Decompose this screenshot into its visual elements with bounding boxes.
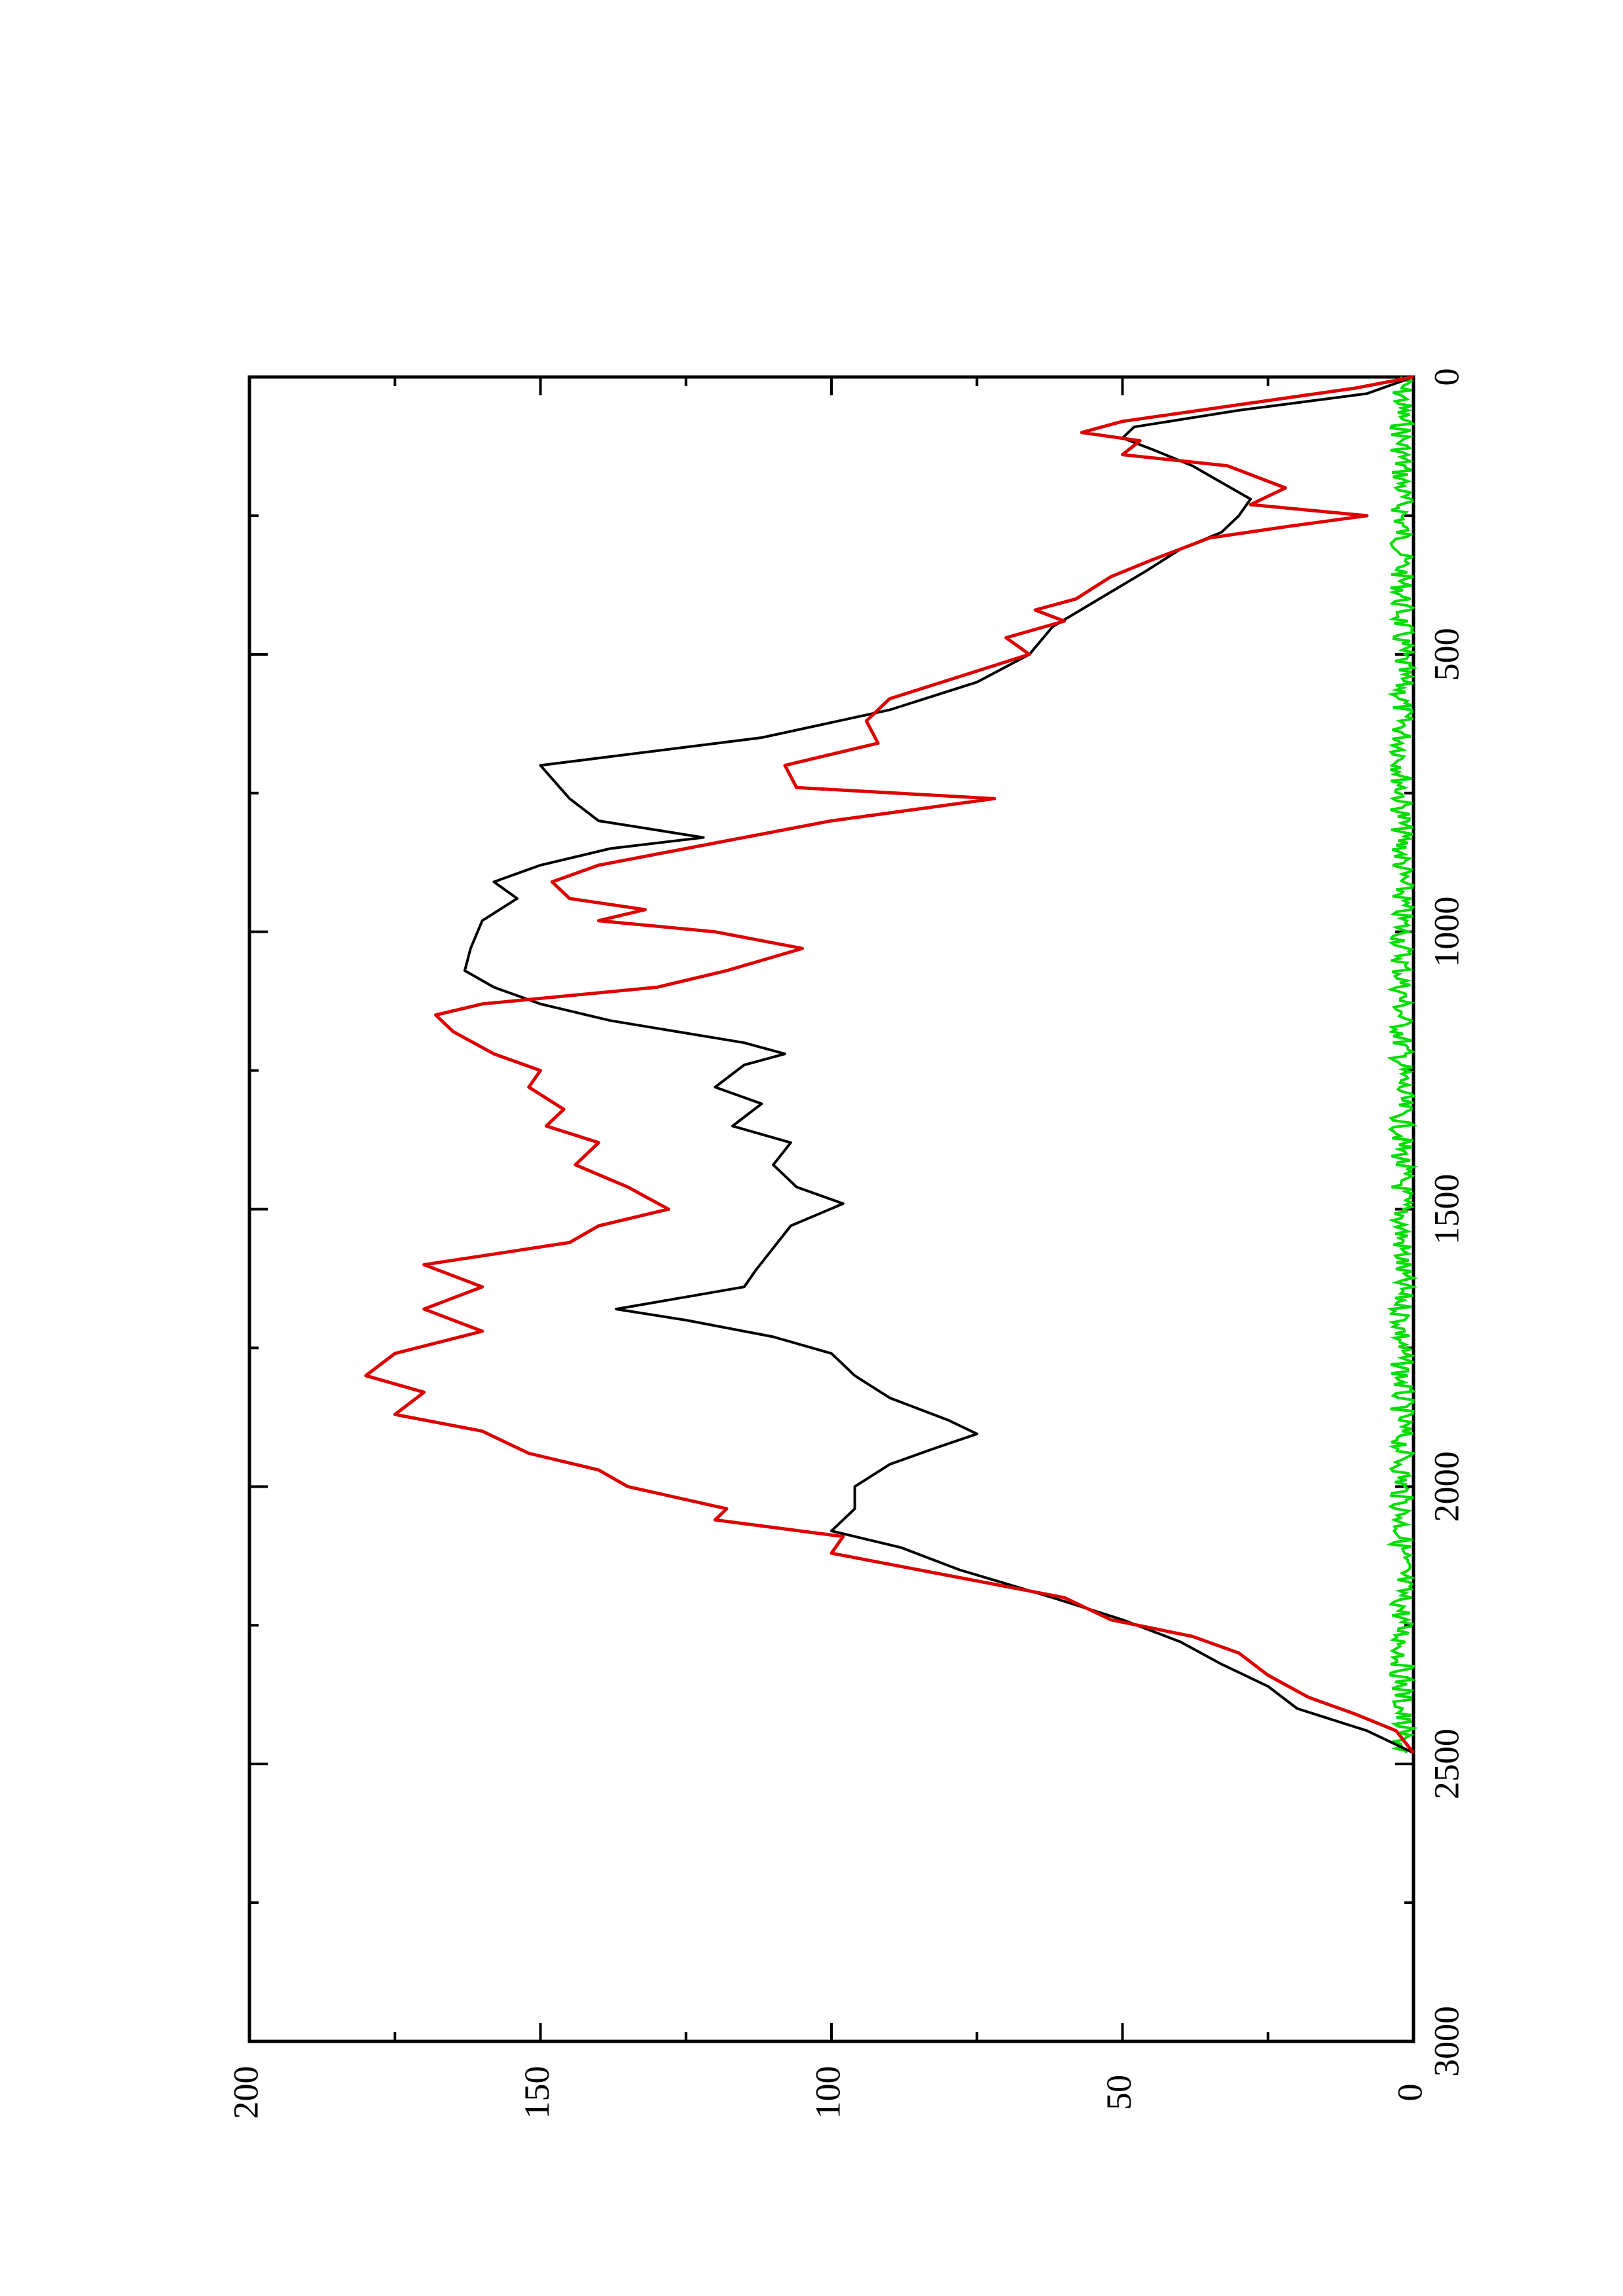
series-line-red: [364, 375, 1415, 1754]
x-tick-label: 500: [1427, 628, 1466, 681]
x-tick-label: 2500: [1427, 1729, 1466, 1799]
series-line-black: [463, 376, 1414, 1755]
x-tick-label: 2000: [1427, 1451, 1466, 1522]
y-tick-label: 50: [1099, 2075, 1139, 2110]
y-tick-label: 200: [226, 2066, 265, 2119]
y-tick-label: 0: [1390, 2084, 1429, 2102]
y-tick-label: 150: [517, 2066, 556, 2119]
series-layer: [364, 375, 1419, 1755]
x-tick-label: 0: [1427, 368, 1466, 386]
x-axis-ticks: 0 500 1000 1500 2000 2500 3000: [249, 368, 1466, 2077]
y-axis-ticks: 0 50 100 150 200: [226, 377, 1429, 2119]
y-tick-label: 100: [808, 2066, 847, 2119]
x-tick-label: 1500: [1427, 1174, 1466, 1245]
x-tick-label: 1000: [1427, 897, 1466, 967]
series-line-green: [1385, 376, 1419, 1754]
x-tick-label: 3000: [1427, 2006, 1466, 2077]
